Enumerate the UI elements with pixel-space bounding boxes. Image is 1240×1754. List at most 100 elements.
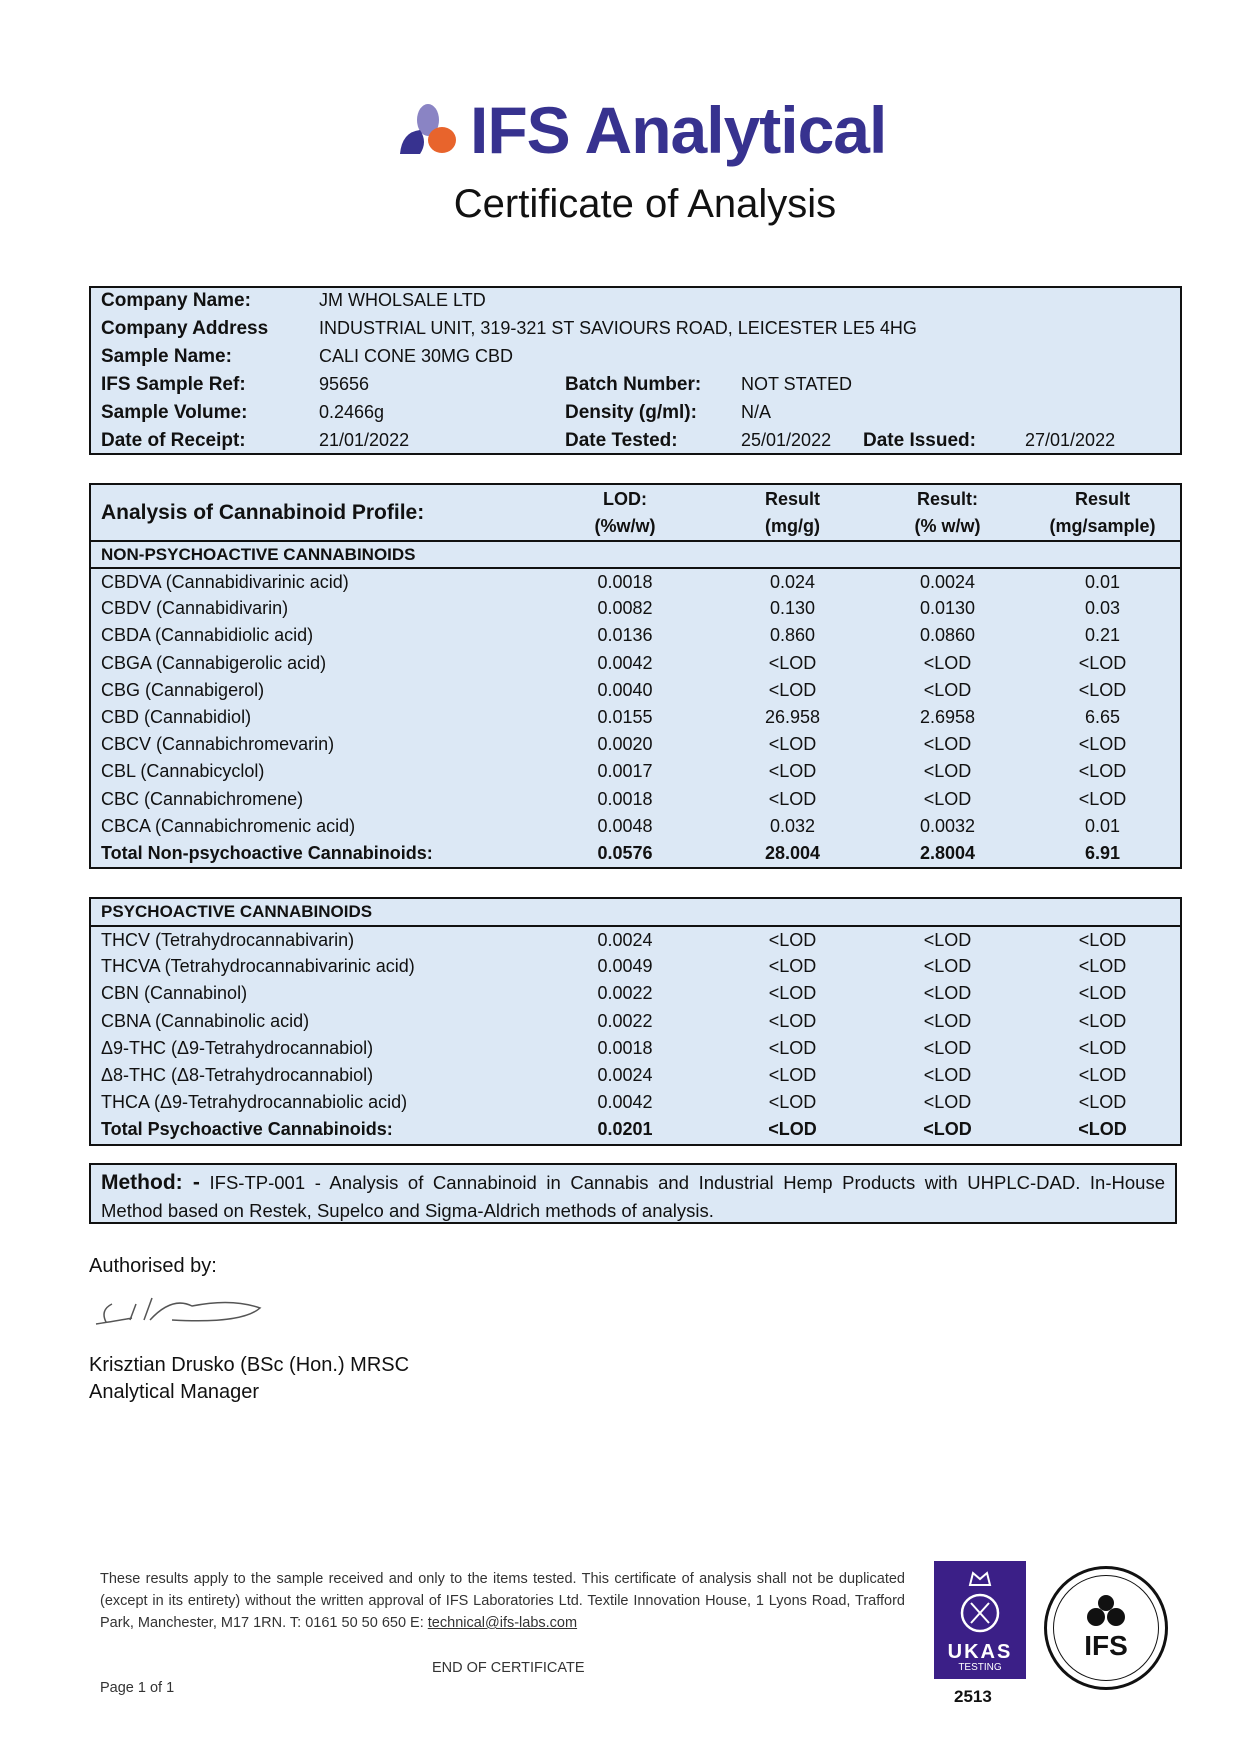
result-mg-sample: 6.65	[1084, 707, 1121, 728]
lod-value: 0.0022	[597, 983, 653, 1004]
result-pct-ww: <LOD	[923, 679, 972, 700]
label: Company Address	[101, 318, 269, 339]
result-pct-ww: <LOD	[923, 1092, 972, 1113]
method-text: IFS-TP-001 - Analysis of Cannabinoid in …	[101, 1172, 1165, 1221]
result-mg-g: <LOD	[768, 1065, 817, 1086]
result-pct-ww: <LOD	[923, 983, 972, 1004]
lod-value: 0.0020	[597, 734, 653, 755]
result-mg-sample: <LOD	[1078, 1010, 1127, 1031]
density: N/A	[741, 402, 772, 422]
lod-value: 0.0017	[597, 761, 653, 782]
table-row: Δ9-THC (Δ9-Tetrahydrocannabiol) 0.0018 <LO…	[91, 1035, 1180, 1062]
result-pct-ww: 0.0860	[919, 625, 976, 646]
brand-name: IFS Analytical	[470, 93, 887, 167]
table-row: CBC (Cannabichromene) 0.0018 <LOD <LOD <LOD	[91, 786, 1180, 813]
result-pct-ww: 0.0032	[919, 815, 976, 836]
compound-name: CBDVA (Cannabidivarinic acid)	[101, 571, 349, 592]
total-row: Total Non-psychoactive Cannabinoids: 0.05…	[91, 840, 1180, 867]
table-row: CBNA (Cannabinolic acid) 0.0022 <LOD <LOD <L…	[91, 1008, 1180, 1035]
result-mg-sample: <LOD	[1078, 1037, 1127, 1058]
lod-value: 0.0018	[597, 788, 653, 809]
analysis-title: Analysis of Cannabinoid Profile:	[91, 485, 535, 542]
result-mg-sample: 0.21	[1084, 625, 1121, 646]
result-mg-sample: <LOD	[1078, 929, 1127, 950]
ukas-badge: UKAS TESTING	[934, 1561, 1026, 1679]
compound-name: CBL (Cannabicyclol)	[101, 761, 265, 782]
result-mg-g: <LOD	[768, 1092, 817, 1113]
result-mg-sample: <LOD	[1078, 956, 1127, 977]
result-mg-g: <LOD	[768, 1037, 817, 1058]
crown-icon	[960, 1571, 1000, 1633]
company-name: JM WHOLSALE LTD	[319, 290, 486, 310]
lod-value: 0.0155	[597, 707, 653, 728]
compound-name: Total Psychoactive Cannabinoids:	[101, 1119, 393, 1140]
date-receipt: 21/01/2022	[319, 430, 410, 450]
result-pct-ww: <LOD	[923, 761, 972, 782]
col-header: LOD: (%w/w)	[535, 485, 715, 542]
result-mg-sample: 0.03	[1084, 598, 1121, 619]
page-number: Page 1 of 1	[100, 1680, 175, 1696]
compound-name: CBD (Cannabidiol)	[101, 707, 252, 728]
col-header: Result (mg/g)	[715, 485, 870, 542]
table-row: CBL (Cannabicyclol) 0.0017 <LOD <LOD <LOD	[91, 758, 1180, 785]
compound-name: Total Non-psychoactive Cannabinoids:	[101, 842, 433, 863]
compound-name: CBC (Cannabichromene)	[101, 788, 304, 809]
result-mg-g: <LOD	[768, 679, 817, 700]
compound-name: CBCV (Cannabichromevarin)	[101, 734, 335, 755]
label: Company Name:	[101, 290, 251, 311]
psychoactive-table: PSYCHOACTIVE CANNABINOIDS THCV (Tetrahyd…	[89, 897, 1182, 1146]
email-link[interactable]: technical@ifs-labs.com	[427, 1615, 578, 1631]
compound-name: CBDA (Cannabidiolic acid)	[101, 625, 314, 646]
result-pct-ww: <LOD	[923, 788, 972, 809]
batch-number: NOT STATED	[741, 374, 853, 394]
section-heading: NON-PSYCHOACTIVE CANNABINOIDS	[91, 541, 1180, 569]
label: IFS Sample Ref:	[101, 374, 246, 395]
result-pct-ww: <LOD	[923, 956, 972, 977]
result-pct-ww: 2.6958	[919, 707, 976, 728]
ifs-seal: IFS	[1044, 1566, 1168, 1690]
col-header: Result: (% w/w)	[870, 485, 1025, 542]
label: Sample Volume:	[101, 402, 248, 423]
table-row: THCVA (Tetrahydrocannabivarinic acid) 0.0…	[91, 953, 1180, 980]
table-row: THCV (Tetrahydrocannabivarin) 0.0024 <LOD <…	[91, 926, 1180, 953]
compound-name: THCVA (Tetrahydrocannabivarinic acid)	[101, 956, 415, 977]
result-mg-sample: <LOD	[1078, 761, 1127, 782]
result-mg-g: 0.032	[769, 815, 816, 836]
footer-disclaimer: These results apply to the sample receiv…	[100, 1571, 905, 1631]
compound-name: Δ8-THC (Δ8-Tetrahydrocannabiol)	[101, 1065, 374, 1086]
table-row: CBCV (Cannabichromevarin) 0.0020 <LOD <LOD <…	[91, 731, 1180, 758]
lod-value: 0.0024	[597, 929, 653, 950]
lod-value: 0.0042	[597, 652, 653, 673]
lod-value: 0.0576	[597, 842, 653, 863]
result-mg-sample: <LOD	[1078, 734, 1127, 755]
lod-value: 0.0049	[597, 956, 653, 977]
non-psychoactive-table: Analysis of Cannabinoid Profile: LOD: (%w…	[89, 483, 1182, 870]
result-mg-sample: 6.91	[1084, 842, 1121, 863]
result-mg-sample: <LOD	[1078, 1119, 1127, 1140]
result-pct-ww: <LOD	[923, 1065, 972, 1086]
signature-image	[95, 1297, 262, 1325]
result-pct-ww: <LOD	[923, 1037, 972, 1058]
ukas-sub: TESTING	[958, 1662, 1002, 1673]
result-mg-g: 26.958	[764, 707, 821, 728]
lod-value: 0.0082	[597, 598, 653, 619]
result-mg-g: 0.130	[769, 598, 816, 619]
table-row: CBCA (Cannabichromenic acid) 0.0048 0.032 0…	[91, 813, 1180, 840]
table-row: CBDA (Cannabidiolic acid) 0.0136 0.860 0.08…	[91, 622, 1180, 649]
result-mg-sample: <LOD	[1078, 1065, 1127, 1086]
lod-value: 0.0042	[597, 1092, 653, 1113]
section-heading: PSYCHOACTIVE CANNABINOIDS	[91, 899, 1180, 927]
lod-value: 0.0018	[597, 1037, 653, 1058]
compound-name: CBGA (Cannabigerolic acid)	[101, 652, 327, 673]
compound-name: THCV (Tetrahydrocannabivarin)	[101, 929, 355, 950]
result-pct-ww: 0.0130	[919, 598, 976, 619]
ukas-number: 2513	[954, 1687, 992, 1706]
table-row: CBD (Cannabidiol) 0.0155 26.958 2.6958 6.65	[91, 704, 1180, 731]
company-logo: IFS Analytical	[398, 92, 887, 168]
compound-name: Δ9-THC (Δ9-Tetrahydrocannabiol)	[101, 1037, 374, 1058]
result-mg-sample: <LOD	[1078, 679, 1127, 700]
end-of-certificate: END OF CERTIFICATE	[432, 1660, 585, 1676]
result-mg-g: <LOD	[768, 788, 817, 809]
result-pct-ww: 2.8004	[919, 842, 976, 863]
ukas-label: UKAS	[947, 1641, 1013, 1663]
